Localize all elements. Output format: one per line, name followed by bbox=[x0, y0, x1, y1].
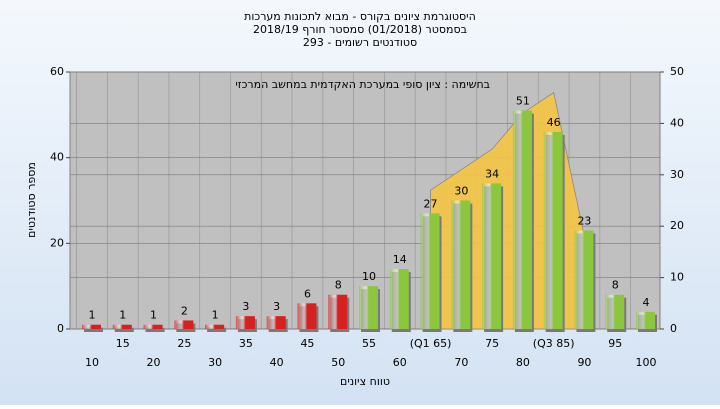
x-tick-label: 90 bbox=[577, 356, 591, 369]
bar bbox=[574, 230, 594, 329]
y-tick-label: 40 bbox=[50, 151, 64, 164]
y-tick-label: 0 bbox=[57, 322, 64, 335]
value-label: 30 bbox=[454, 185, 468, 198]
bar bbox=[605, 294, 625, 329]
value-label: 3 bbox=[242, 300, 249, 313]
chart-title: סטודנטים רשומים - 293 bbox=[303, 36, 417, 49]
bar bbox=[451, 200, 471, 329]
value-label: 8 bbox=[612, 279, 619, 292]
y2-tick-label: 30 bbox=[670, 168, 684, 181]
x-tick-label: 50 bbox=[331, 356, 345, 369]
y2-tick-label: 10 bbox=[670, 271, 684, 284]
x-tick-label: 75 bbox=[485, 337, 499, 350]
bar bbox=[389, 269, 409, 329]
bar bbox=[174, 320, 194, 329]
bar-shadow bbox=[207, 327, 227, 332]
y2-tick-label: 20 bbox=[670, 219, 684, 232]
value-label: 27 bbox=[424, 197, 438, 210]
bar bbox=[82, 324, 101, 329]
x-tick-label: 95 bbox=[608, 337, 622, 350]
x-tick-label: 30 bbox=[208, 356, 222, 369]
y2-tick-label: 40 bbox=[670, 116, 684, 129]
bar bbox=[205, 324, 225, 329]
x-tick-label: 55 bbox=[362, 337, 376, 350]
y2-tick-label: 50 bbox=[670, 65, 684, 78]
x-tick-label: 35 bbox=[239, 337, 253, 350]
x-tick-label: 10 bbox=[85, 356, 99, 369]
x-tick-label: 20 bbox=[147, 356, 161, 369]
y2-tick-label: 0 bbox=[670, 322, 677, 335]
x-axis-label: טווח ציונים bbox=[340, 375, 390, 388]
chart-title: היסטוגרמת ציונים בקורס - מבוא לתכונות מע… bbox=[244, 10, 476, 23]
value-label: 34 bbox=[485, 167, 499, 180]
value-label: 8 bbox=[335, 279, 342, 292]
bar bbox=[266, 316, 286, 329]
bar bbox=[512, 110, 532, 329]
bar-shadow bbox=[114, 327, 134, 332]
x-tick-label: 60 bbox=[393, 356, 407, 369]
bar bbox=[328, 294, 348, 329]
bar bbox=[543, 131, 563, 329]
bar bbox=[359, 286, 378, 329]
annotation: בחשימה : ציון סופי במערכת האקדמית במחשב … bbox=[235, 78, 490, 91]
value-label: 3 bbox=[273, 300, 280, 313]
value-label: 23 bbox=[577, 214, 591, 227]
value-label: 10 bbox=[362, 270, 376, 283]
bar bbox=[482, 183, 502, 329]
bar bbox=[420, 213, 440, 329]
x-tick-label: 40 bbox=[270, 356, 284, 369]
value-label: 14 bbox=[393, 253, 407, 266]
value-label: 4 bbox=[643, 296, 650, 309]
chart-title: בסמסטר (01/2018) סמסטר חורף 2018/19 bbox=[253, 23, 467, 36]
value-label: 6 bbox=[304, 287, 311, 300]
x-tick-label: 15 bbox=[116, 337, 130, 350]
bar-shadow bbox=[84, 327, 103, 332]
bar bbox=[235, 316, 255, 329]
value-label: 2 bbox=[181, 304, 188, 317]
y-tick-label: 60 bbox=[50, 65, 64, 78]
x-tick-label: 80 bbox=[516, 356, 530, 369]
x-tick-label: 70 bbox=[454, 356, 468, 369]
bar-shadow bbox=[145, 327, 165, 332]
x-tick-label: (Q1 65) bbox=[410, 337, 452, 350]
value-label: 1 bbox=[212, 309, 219, 322]
bar bbox=[143, 324, 163, 329]
value-label: 1 bbox=[119, 309, 126, 322]
y-tick-label: 20 bbox=[50, 236, 64, 249]
value-label: 46 bbox=[547, 116, 561, 129]
x-tick-label: (Q3 85) bbox=[533, 337, 575, 350]
x-tick-label: 45 bbox=[300, 337, 314, 350]
x-tick-label: 25 bbox=[177, 337, 191, 350]
x-tick-label: 100 bbox=[636, 356, 657, 369]
value-label: 1 bbox=[89, 309, 96, 322]
value-label: 1 bbox=[150, 309, 157, 322]
bar bbox=[297, 303, 317, 329]
bar bbox=[636, 311, 655, 329]
bar bbox=[112, 324, 132, 329]
value-label: 51 bbox=[516, 95, 530, 108]
y-axis-label: מספר סטודנטים bbox=[25, 162, 38, 238]
